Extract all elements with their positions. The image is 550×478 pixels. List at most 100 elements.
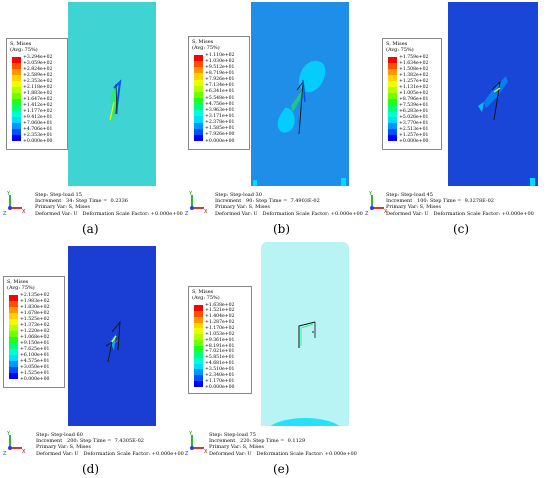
legend-swatch [194,61,203,68]
legend-swatch [12,117,21,124]
model-plate [251,2,349,186]
legend-swatch [9,331,18,338]
legend-value: +2.340e+01 [205,372,235,378]
legend-value: +9.412e+01 [23,114,53,120]
legend-swatch [388,57,397,64]
model-plate [448,2,538,186]
panel-caption: (b) [273,222,291,236]
legend-swatch [194,116,203,123]
info-block: Step: Step-load 15 Increment 34: Step Tim… [35,192,185,217]
legend-value: +1.068e+02 [20,334,50,340]
legend-subtitle: (Avg: 75%) [386,47,414,53]
legend-swatch [12,99,21,106]
legend-swatch [388,69,397,76]
legend-subtitle: (Avg: 75%) [7,285,35,291]
legend-value: +1.053e+02 [205,331,235,337]
z-axis-label: Z [3,211,7,216]
legend-value: +0.000e+00 [205,138,235,144]
legend-value: +1.110e+02 [205,52,235,58]
y-axis-label: Y [368,191,373,197]
legend-value: +5.548e+01 [205,95,235,101]
x-axis-label: X [204,449,208,455]
legend-value: +1.005e+02 [399,90,429,96]
legend-swatch [12,135,21,142]
legend-value: +7.021e+01 [205,349,235,355]
legend-value: +1.257e+01 [399,132,429,138]
crack-overlay [109,79,122,122]
legend-swatch [9,307,18,314]
legend-swatch [194,67,203,74]
legend-value: +4.681e+01 [205,361,235,367]
legend-swatch [9,337,18,344]
legend-color-bar [194,305,203,388]
legend-swatch [194,351,203,358]
legend-value: +1.412e+02 [23,102,53,108]
legend-swatch [194,73,203,80]
legend-swatch [9,361,18,368]
legend-value: +9.512e+01 [205,64,235,70]
x-axis-label: X [384,209,388,215]
legend-swatch [9,325,18,332]
legend-swatch [9,367,18,374]
info-line: Deformed Var: U Deformation Scale Factor… [386,210,534,217]
z-axis-dot [370,206,374,210]
legend-swatch [194,381,203,388]
legend-title: S, Mises [192,39,214,45]
legend-swatch [194,363,203,370]
legend-swatch [194,316,203,323]
legend-swatch [9,343,18,350]
legend-value: +3.963e+01 [205,107,235,113]
axis-triad-icon: Y X Z [185,431,208,456]
legend-subtitle: (Avg: 75%) [192,45,220,51]
y-axis-label: Y [6,191,11,197]
legend-value: +2.824e+02 [23,66,53,72]
legend-value: +0.000e+00 [399,138,429,144]
legend-swatch [194,104,203,111]
legend-swatch [388,93,397,100]
info-block: Step: Step-load 30 Increment 90: Step Tim… [215,192,370,217]
legend-swatch [9,313,18,320]
legend-value: +7.926e+01 [205,77,235,83]
legend-value: +1.634e+02 [399,60,429,66]
legend-value: +1.508e+02 [399,66,429,72]
legend-swatch [194,346,203,353]
info-line: Primary Var: S, Mises [215,204,270,211]
legend-value: +1.638e+02 [205,302,235,308]
info-line: Deformed Var: U Deformation Scale Factor… [36,450,184,457]
legend-swatch [12,87,21,94]
legend-value: +1.759e+02 [399,54,429,60]
legend-swatch [194,98,203,105]
legend-box: S, Mises (Avg: 75%) +2.135e+02 +1.983e+02… [3,276,65,388]
panel-b: S, Mises (Avg: 75%) +1.110e+02 +1.030e+02… [183,0,368,240]
legend-value: +1.830e+02 [20,304,50,310]
model-plate [261,242,349,426]
legend-value: +6.283e+01 [399,108,429,114]
legend-swatch [194,310,203,317]
legend-swatch [9,301,18,308]
info-line: Increment 90: Step Time = 7.4903E-02 [215,198,320,205]
legend-value: +3.050e+01 [20,364,50,370]
legend-value: +8.191e+01 [205,343,235,349]
legend-swatch [194,357,203,364]
legend-value: +8.796e+01 [399,96,429,102]
panel-c: S, Mises (Avg: 75%) +1.759e+02 +1.634e+02… [365,0,550,240]
legend-swatch [388,135,397,142]
axis-triad-icon: Y X Z [365,191,388,216]
legend-swatch [388,129,397,136]
crack-overlay [253,60,346,186]
legend-value: +7.539e+01 [399,102,429,108]
legend-value: +0.000e+00 [205,384,235,390]
legend-value: +2.513e+01 [399,126,429,132]
legend-swatch [12,105,21,112]
legend-value: +2.353e+02 [23,78,53,84]
legend-box: S, Mises (Avg: 75%) +3.294e+02 +3.059e+02… [6,38,68,150]
legend-color-bar [388,57,397,142]
legend-value: +4.756e+01 [205,101,235,107]
legend-swatch [388,63,397,70]
legend-swatch [194,328,203,335]
legend-swatch [12,69,21,76]
legend-value: +7.134e+01 [205,83,235,89]
info-line: Step: Step-load 75 [209,432,256,438]
axis-triad-icon: Y X Z [3,191,26,216]
x-axis-label: X [22,449,26,455]
